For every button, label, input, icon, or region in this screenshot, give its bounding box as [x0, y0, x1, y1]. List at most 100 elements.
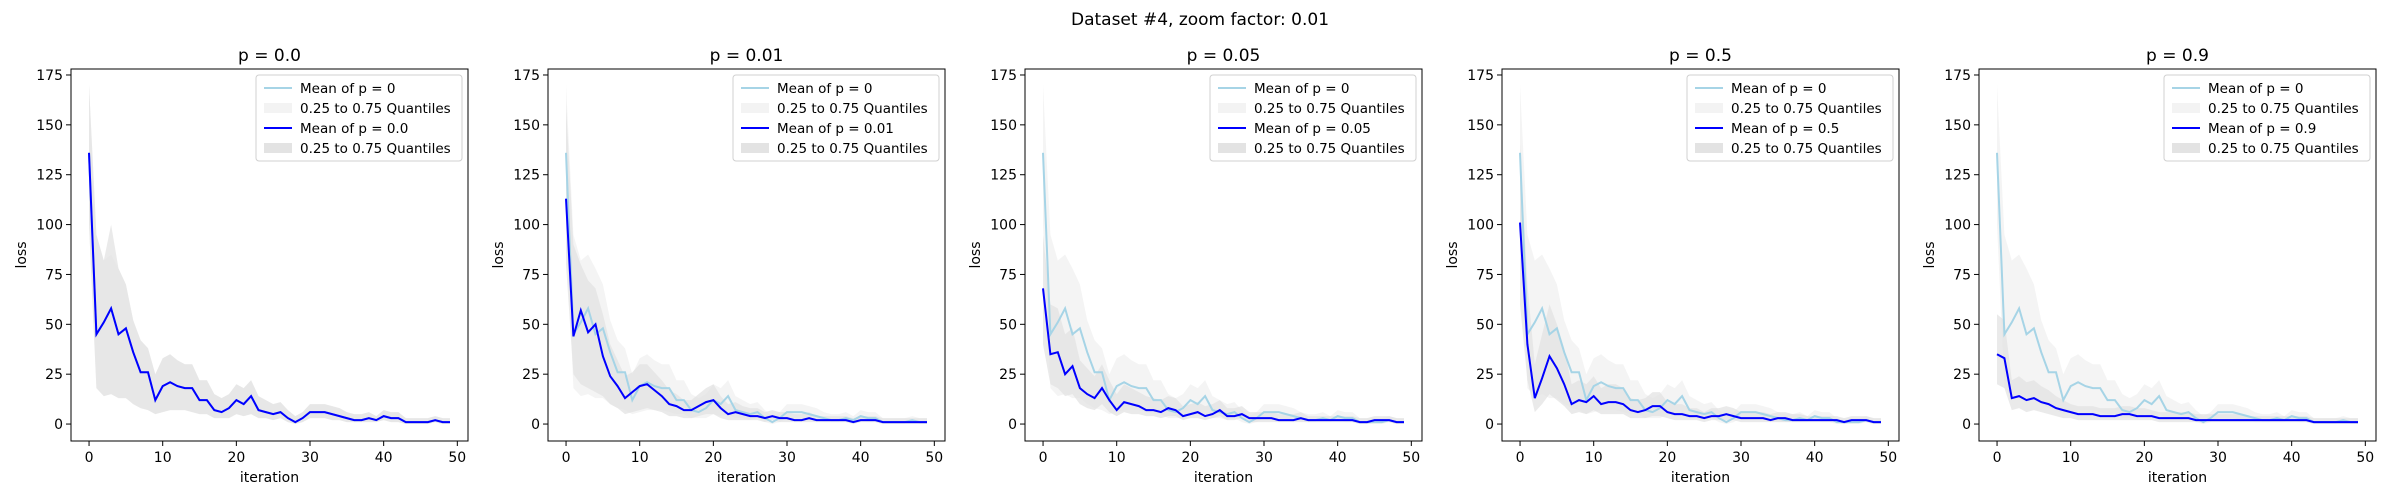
legend-box	[1209, 74, 1417, 162]
legend-swatch-series-band	[264, 143, 292, 153]
legend-entry-label: Mean of p = 0	[1254, 81, 1349, 97]
y-tick-label: 150	[36, 118, 63, 134]
axes-frame	[70, 68, 469, 442]
legend-entry-label: 0.25 to 0.75 Quantiles	[1254, 141, 1405, 157]
series-mean-line	[1996, 353, 2358, 424]
y-tick-label: 25	[522, 367, 540, 383]
legend-entry-label: Mean of p = 0	[777, 81, 872, 97]
y-tick-label: 125	[1944, 168, 1971, 184]
y-tick-label: 125	[36, 168, 63, 184]
axes-frame	[1978, 68, 2377, 442]
x-tick-label: 0	[1516, 450, 1525, 466]
y-tick-label: 0	[531, 417, 540, 433]
y-tick-label: 50	[1953, 317, 1971, 333]
legend-swatch-baseline-band	[1695, 103, 1723, 113]
y-tick-label: 75	[45, 267, 63, 283]
legend-swatch-series-band	[1218, 143, 1246, 153]
series-quantile-band	[566, 104, 927, 425]
y-tick-label: 175	[1944, 68, 1971, 84]
y-tick-label: 0	[54, 417, 63, 433]
legend-box	[2163, 74, 2371, 162]
axes-frame	[1024, 68, 1423, 442]
x-tick-label: 10	[631, 450, 649, 466]
axes-frame	[547, 68, 946, 442]
y-axis-label: loss	[14, 241, 30, 268]
legend: Mean of p = 0 0.25 to 0.75 Quantiles Mean …	[1209, 74, 1417, 162]
x-tick-label: 0	[1039, 450, 1048, 466]
y-tick-label: 25	[1953, 367, 1971, 383]
x-tick-label: 50	[1879, 450, 1897, 466]
x-tick-label: 50	[2356, 450, 2374, 466]
subplot-3: 0 10 20 30 40 50 0 25 50 75 100 125 150 175 p = 0.05 it…	[968, 46, 1423, 486]
y-tick-label: 75	[522, 267, 540, 283]
legend-entry-label: Mean of p = 0.0	[300, 121, 408, 137]
subplot-1: 0 10 20 30 40 50 0 25 50 75 100 125 150 175 p = 0.0 ite…	[14, 46, 469, 486]
legend: Mean of p = 0 0.25 to 0.75 Quantiles Mean …	[732, 74, 940, 162]
legend-swatch-series-band	[1695, 143, 1723, 153]
y-tick-label: 100	[1944, 218, 1971, 234]
x-tick-label: 0	[85, 450, 94, 466]
y-tick-label: 100	[513, 218, 540, 234]
subplot-title: p = 0.0	[238, 46, 301, 66]
y-axis-label: loss	[491, 241, 507, 268]
x-tick-label: 50	[448, 450, 466, 466]
legend-entry-label: Mean of p = 0	[300, 81, 395, 97]
legend-swatch-baseline-band	[1218, 103, 1246, 113]
baseline-mean-line	[1519, 152, 1881, 424]
subplot-4: 0 10 20 30 40 50 0 25 50 75 100 125 150 175 p = 0.5 ite…	[1445, 46, 1900, 486]
y-tick-label: 75	[999, 267, 1017, 283]
series-mean-line	[565, 198, 927, 424]
legend: Mean of p = 0 0.25 to 0.75 Quantiles Mean …	[255, 74, 463, 162]
series-mean-line	[1042, 288, 1404, 424]
x-tick-label: 40	[852, 450, 870, 466]
x-tick-label: 20	[704, 450, 722, 466]
series-mean-line	[1519, 222, 1881, 424]
y-tick-label: 75	[1476, 267, 1494, 283]
legend-box	[255, 74, 463, 162]
y-tick-label: 150	[513, 118, 540, 134]
baseline-mean-line	[1996, 152, 2358, 424]
x-tick-label: 30	[778, 450, 796, 466]
y-tick-label: 0	[1008, 417, 1017, 433]
x-tick-label: 20	[227, 450, 245, 466]
x-tick-label: 20	[1658, 450, 1676, 466]
legend-entry-label: Mean of p = 0.5	[1731, 121, 1839, 137]
legend-entry-label: 0.25 to 0.75 Quantiles	[1254, 101, 1405, 117]
x-tick-label: 30	[2209, 450, 2227, 466]
y-tick-label: 175	[36, 68, 63, 84]
y-tick-label: 100	[1467, 218, 1494, 234]
y-tick-label: 175	[1467, 68, 1494, 84]
x-tick-label: 50	[1402, 450, 1420, 466]
legend-entry-label: 0.25 to 0.75 Quantiles	[1731, 101, 1882, 117]
series-quantile-band	[89, 85, 450, 424]
y-axis-label: loss	[1922, 241, 1938, 268]
legend-swatch-series-band	[741, 143, 769, 153]
y-tick-label: 125	[513, 168, 540, 184]
y-tick-label: 25	[45, 367, 63, 383]
y-axis-label: loss	[968, 241, 984, 268]
legend-swatch-baseline-band	[741, 103, 769, 113]
y-tick-label: 50	[522, 317, 540, 333]
x-axis-label: iteration	[240, 470, 299, 486]
plot-area	[565, 85, 927, 425]
y-tick-label: 0	[1962, 417, 1971, 433]
x-axis-label: iteration	[717, 470, 776, 486]
legend-entry-label: 0.25 to 0.75 Quantiles	[300, 141, 451, 157]
x-tick-label: 20	[2135, 450, 2153, 466]
x-tick-label: 10	[2062, 450, 2080, 466]
y-tick-label: 100	[990, 218, 1017, 234]
legend-entry-label: 0.25 to 0.75 Quantiles	[2208, 101, 2359, 117]
y-tick-label: 75	[1953, 267, 1971, 283]
y-tick-label: 150	[1944, 118, 1971, 134]
subplot-2: 0 10 20 30 40 50 0 25 50 75 100 125 150 175 p = 0.01 it…	[491, 46, 946, 486]
series-mean-line	[88, 152, 450, 424]
legend-swatch-baseline-band	[264, 103, 292, 113]
plot-area	[1042, 85, 1404, 424]
y-tick-label: 50	[999, 317, 1017, 333]
legend-entry-label: 0.25 to 0.75 Quantiles	[1731, 141, 1882, 157]
x-tick-label: 30	[301, 450, 319, 466]
y-tick-label: 125	[990, 168, 1017, 184]
x-tick-label: 10	[1108, 450, 1126, 466]
legend-entry-label: 0.25 to 0.75 Quantiles	[777, 101, 928, 117]
